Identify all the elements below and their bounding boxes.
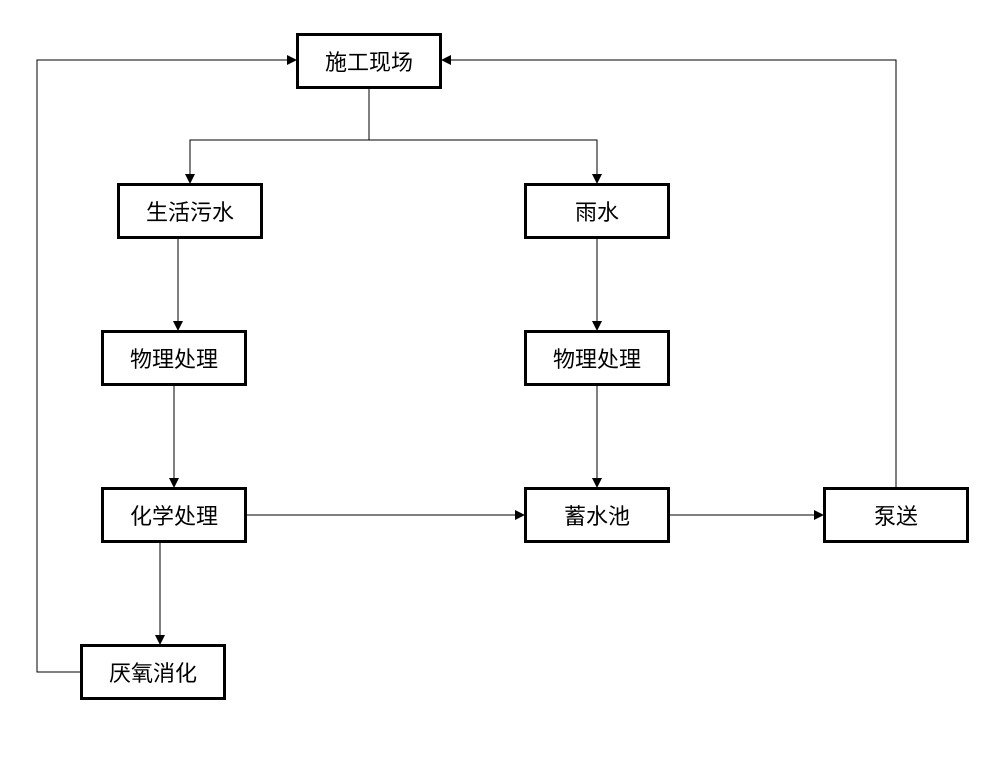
node-label: 物理处理 [130,342,218,374]
node-pump: 泵送 [823,487,969,543]
node-label: 蓄水池 [564,499,630,531]
node-reservoir: 蓄水池 [524,487,670,543]
node-label: 雨水 [575,195,619,227]
node-physical-treatment-right: 物理处理 [524,330,670,386]
flowchart-container: 施工现场 生活污水 雨水 物理处理 物理处理 化学处理 蓄水池 泵送 厌氧消化 [0,0,1000,767]
node-anaerobic-digestion: 厌氧消化 [80,644,226,700]
node-construction-site: 施工现场 [296,33,442,89]
node-domestic-sewage: 生活污水 [117,183,263,239]
node-physical-treatment-left: 物理处理 [101,330,247,386]
node-label: 物理处理 [553,342,641,374]
node-chemical-treatment: 化学处理 [101,487,247,543]
node-label: 厌氧消化 [109,656,197,688]
node-rainwater: 雨水 [524,183,670,239]
node-label: 化学处理 [130,499,218,531]
node-label: 泵送 [874,499,918,531]
node-label: 生活污水 [146,195,234,227]
node-label: 施工现场 [325,45,413,77]
